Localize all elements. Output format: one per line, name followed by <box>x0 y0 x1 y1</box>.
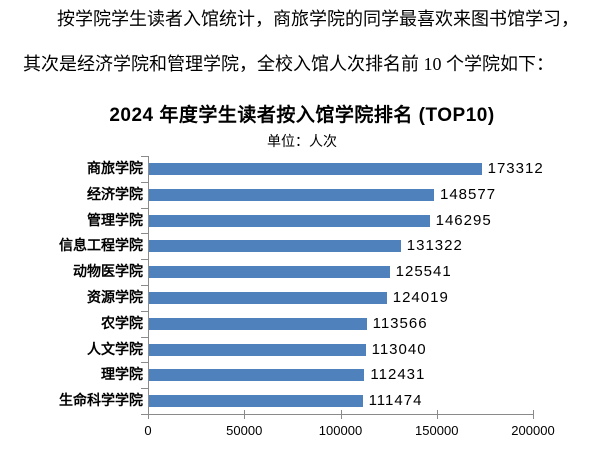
bar <box>148 369 365 382</box>
bar <box>148 240 401 253</box>
value-label: 113566 <box>372 314 428 332</box>
x-axis-tick-label: 100000 <box>318 423 363 438</box>
value-label: 148577 <box>440 185 497 203</box>
y-axis-tick <box>141 259 149 261</box>
value-label: 111474 <box>368 392 423 410</box>
paragraph-line-2: 其次是经济学院和管理学院，全校入馆人次排名前 10 个学院如下： <box>23 54 554 74</box>
value-label: 125541 <box>395 263 452 281</box>
y-axis-tick <box>141 336 149 338</box>
category-label: 理学院 <box>101 366 143 383</box>
value-label: 112431 <box>370 366 426 384</box>
bar <box>148 317 367 330</box>
y-axis-tick <box>141 414 149 415</box>
x-axis-tick <box>436 410 438 419</box>
y-axis-tick <box>141 310 149 312</box>
value-label: 113040 <box>371 340 427 358</box>
y-axis-tick <box>141 156 149 157</box>
category-label: 动物医学院 <box>73 263 143 280</box>
bar <box>148 266 390 279</box>
bar <box>148 343 366 356</box>
category-label: 资源学院 <box>87 289 143 305</box>
category-label: 管理学院 <box>87 211 143 228</box>
y-axis-tick <box>141 207 149 209</box>
category-label: 农学院 <box>101 314 143 331</box>
y-axis-tick <box>141 181 149 183</box>
bar <box>148 214 430 227</box>
x-axis-tick-label: 150000 <box>415 423 459 438</box>
x-axis-tick-label: 50000 <box>226 423 263 438</box>
category-label: 人文学院 <box>87 340 143 357</box>
chart-title: 2024 年度学生读者按入馆学院排名 (TOP10) <box>109 105 495 126</box>
value-label: 131322 <box>406 237 463 255</box>
chart-subtitle: 单位：人次 <box>267 133 337 149</box>
value-label: 146295 <box>435 211 492 229</box>
x-axis-tick <box>244 410 246 419</box>
bar <box>148 395 363 408</box>
bar <box>148 188 434 201</box>
y-axis-tick <box>141 388 149 390</box>
category-label: 经济学院 <box>87 185 143 202</box>
paragraph-line-1: 按学院学生读者入馆统计，商旅学院的同学最喜欢来图书馆学习， <box>57 9 579 29</box>
bar <box>148 162 482 175</box>
value-label: 173312 <box>487 160 544 177</box>
y-axis-tick <box>141 362 149 364</box>
x-axis-tick-label: 0 <box>144 423 152 438</box>
category-label: 商旅学院 <box>87 160 143 176</box>
x-axis-tick <box>340 410 342 419</box>
category-label: 生命科学学院 <box>59 392 143 409</box>
value-label: 124019 <box>392 289 449 306</box>
bar <box>148 291 387 304</box>
y-axis-tick <box>141 285 149 286</box>
x-axis-tick-label: 200000 <box>511 423 555 438</box>
category-label: 信息工程学院 <box>59 237 143 254</box>
x-axis-tick <box>148 410 149 419</box>
y-axis-tick <box>141 233 149 235</box>
x-axis-tick <box>533 410 534 419</box>
